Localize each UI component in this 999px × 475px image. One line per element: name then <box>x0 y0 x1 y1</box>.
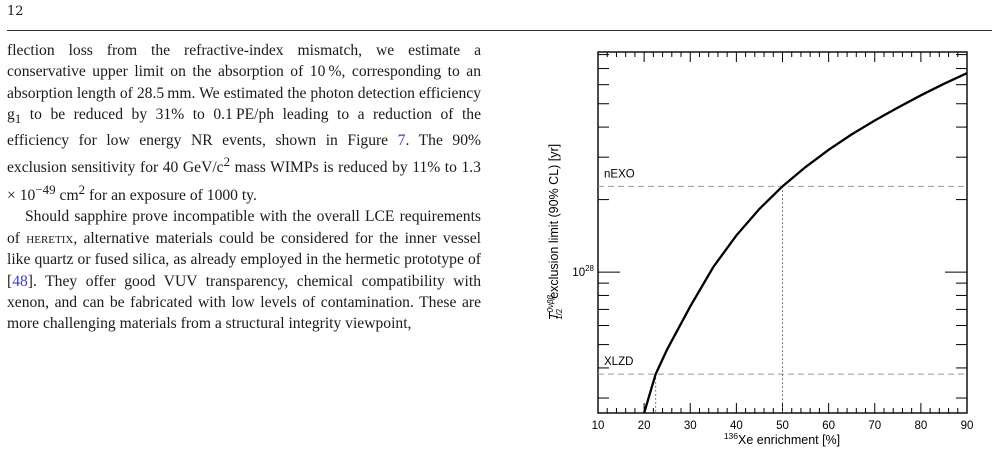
reference-label: XLZD <box>604 356 633 368</box>
p1-text-3: . The 90% exclusion sensitivity for 40 G… <box>7 131 481 177</box>
p1-sub-1: 1 <box>14 111 22 127</box>
p1-text-5: cm <box>55 186 79 204</box>
heretix-name: heretix <box>26 229 74 247</box>
y-axis-label-sup: 0νββ <box>546 294 555 312</box>
x-axis-label-main: Xe enrichment [%] <box>738 433 840 447</box>
p1-sup-2: −49 <box>35 181 56 197</box>
y-axis-label: T0νββ1/2 exclusion limit (90% CL) [yr] <box>546 144 564 320</box>
reference-lines: nEXO XLZD <box>598 168 967 413</box>
x-tick-label: 70 <box>868 420 881 432</box>
y-tick-exp: 28 <box>585 264 594 273</box>
p1-text-4: mass WIMPs is reduced by 11% to 1.3 × 10 <box>7 159 481 204</box>
x-tick-label: 60 <box>822 420 835 432</box>
p1-text-2: to be reduced by 31% to 0.1 PE/ph leadin… <box>7 106 481 149</box>
citation-link[interactable]: 48 <box>12 272 28 290</box>
axis-ticks <box>597 52 968 413</box>
reference-label: nEXO <box>604 168 635 180</box>
p2-text-1: Should sapphire prove incompatible with … <box>7 208 481 247</box>
paragraph-1: flection loss from the refractive-index … <box>7 40 481 206</box>
x-tick-labels: 10 20 30 40 50 60 70 80 90 <box>592 420 974 432</box>
p1-sup-3: 2 <box>78 181 86 197</box>
p1-text-1: flection loss from the refractive-index … <box>7 42 481 124</box>
x-tick-label: 90 <box>961 420 974 432</box>
p2-text-3: ]. They offer good VUV transparency, che… <box>7 272 481 333</box>
p1-sup-1: 2 <box>223 154 231 170</box>
x-axis-label: 136Xe enrichment [%] <box>724 431 840 447</box>
figure-exclusion-plot: 10 20 30 40 50 60 70 80 90 nEXO XLZD 1028 136Xe e… <box>505 40 985 470</box>
y-axis-label-symbol: T <box>547 311 561 320</box>
text-column: flection loss from the refractive-index … <box>7 40 481 335</box>
sensitivity-curve <box>643 72 968 414</box>
x-tick-label: 30 <box>684 420 697 432</box>
x-tick-label: 80 <box>914 420 927 432</box>
page-number: 12 <box>7 4 24 19</box>
x-tick-label: 40 <box>730 420 743 432</box>
x-tick-label: 10 <box>592 420 605 432</box>
y-tick-label: 1028 <box>572 264 594 279</box>
x-tick-label: 20 <box>638 420 651 432</box>
y-tick-base: 10 <box>572 267 585 279</box>
x-tick-label: 50 <box>776 420 789 432</box>
y-axis-label-main: exclusion limit (90% CL) [yr] <box>547 144 561 299</box>
header-rule <box>7 30 992 31</box>
p2-text-2: , alternative materials could be conside… <box>7 229 482 290</box>
p1-text-6: for an exposure of 1000 ty. <box>85 186 257 204</box>
y-axis-label-sub: 1/2 <box>555 308 564 320</box>
paragraph-2: Should sapphire prove incompatible with … <box>7 206 481 334</box>
x-axis-label-sup: 136 <box>724 431 738 441</box>
figure-link[interactable]: 7 <box>397 131 406 149</box>
